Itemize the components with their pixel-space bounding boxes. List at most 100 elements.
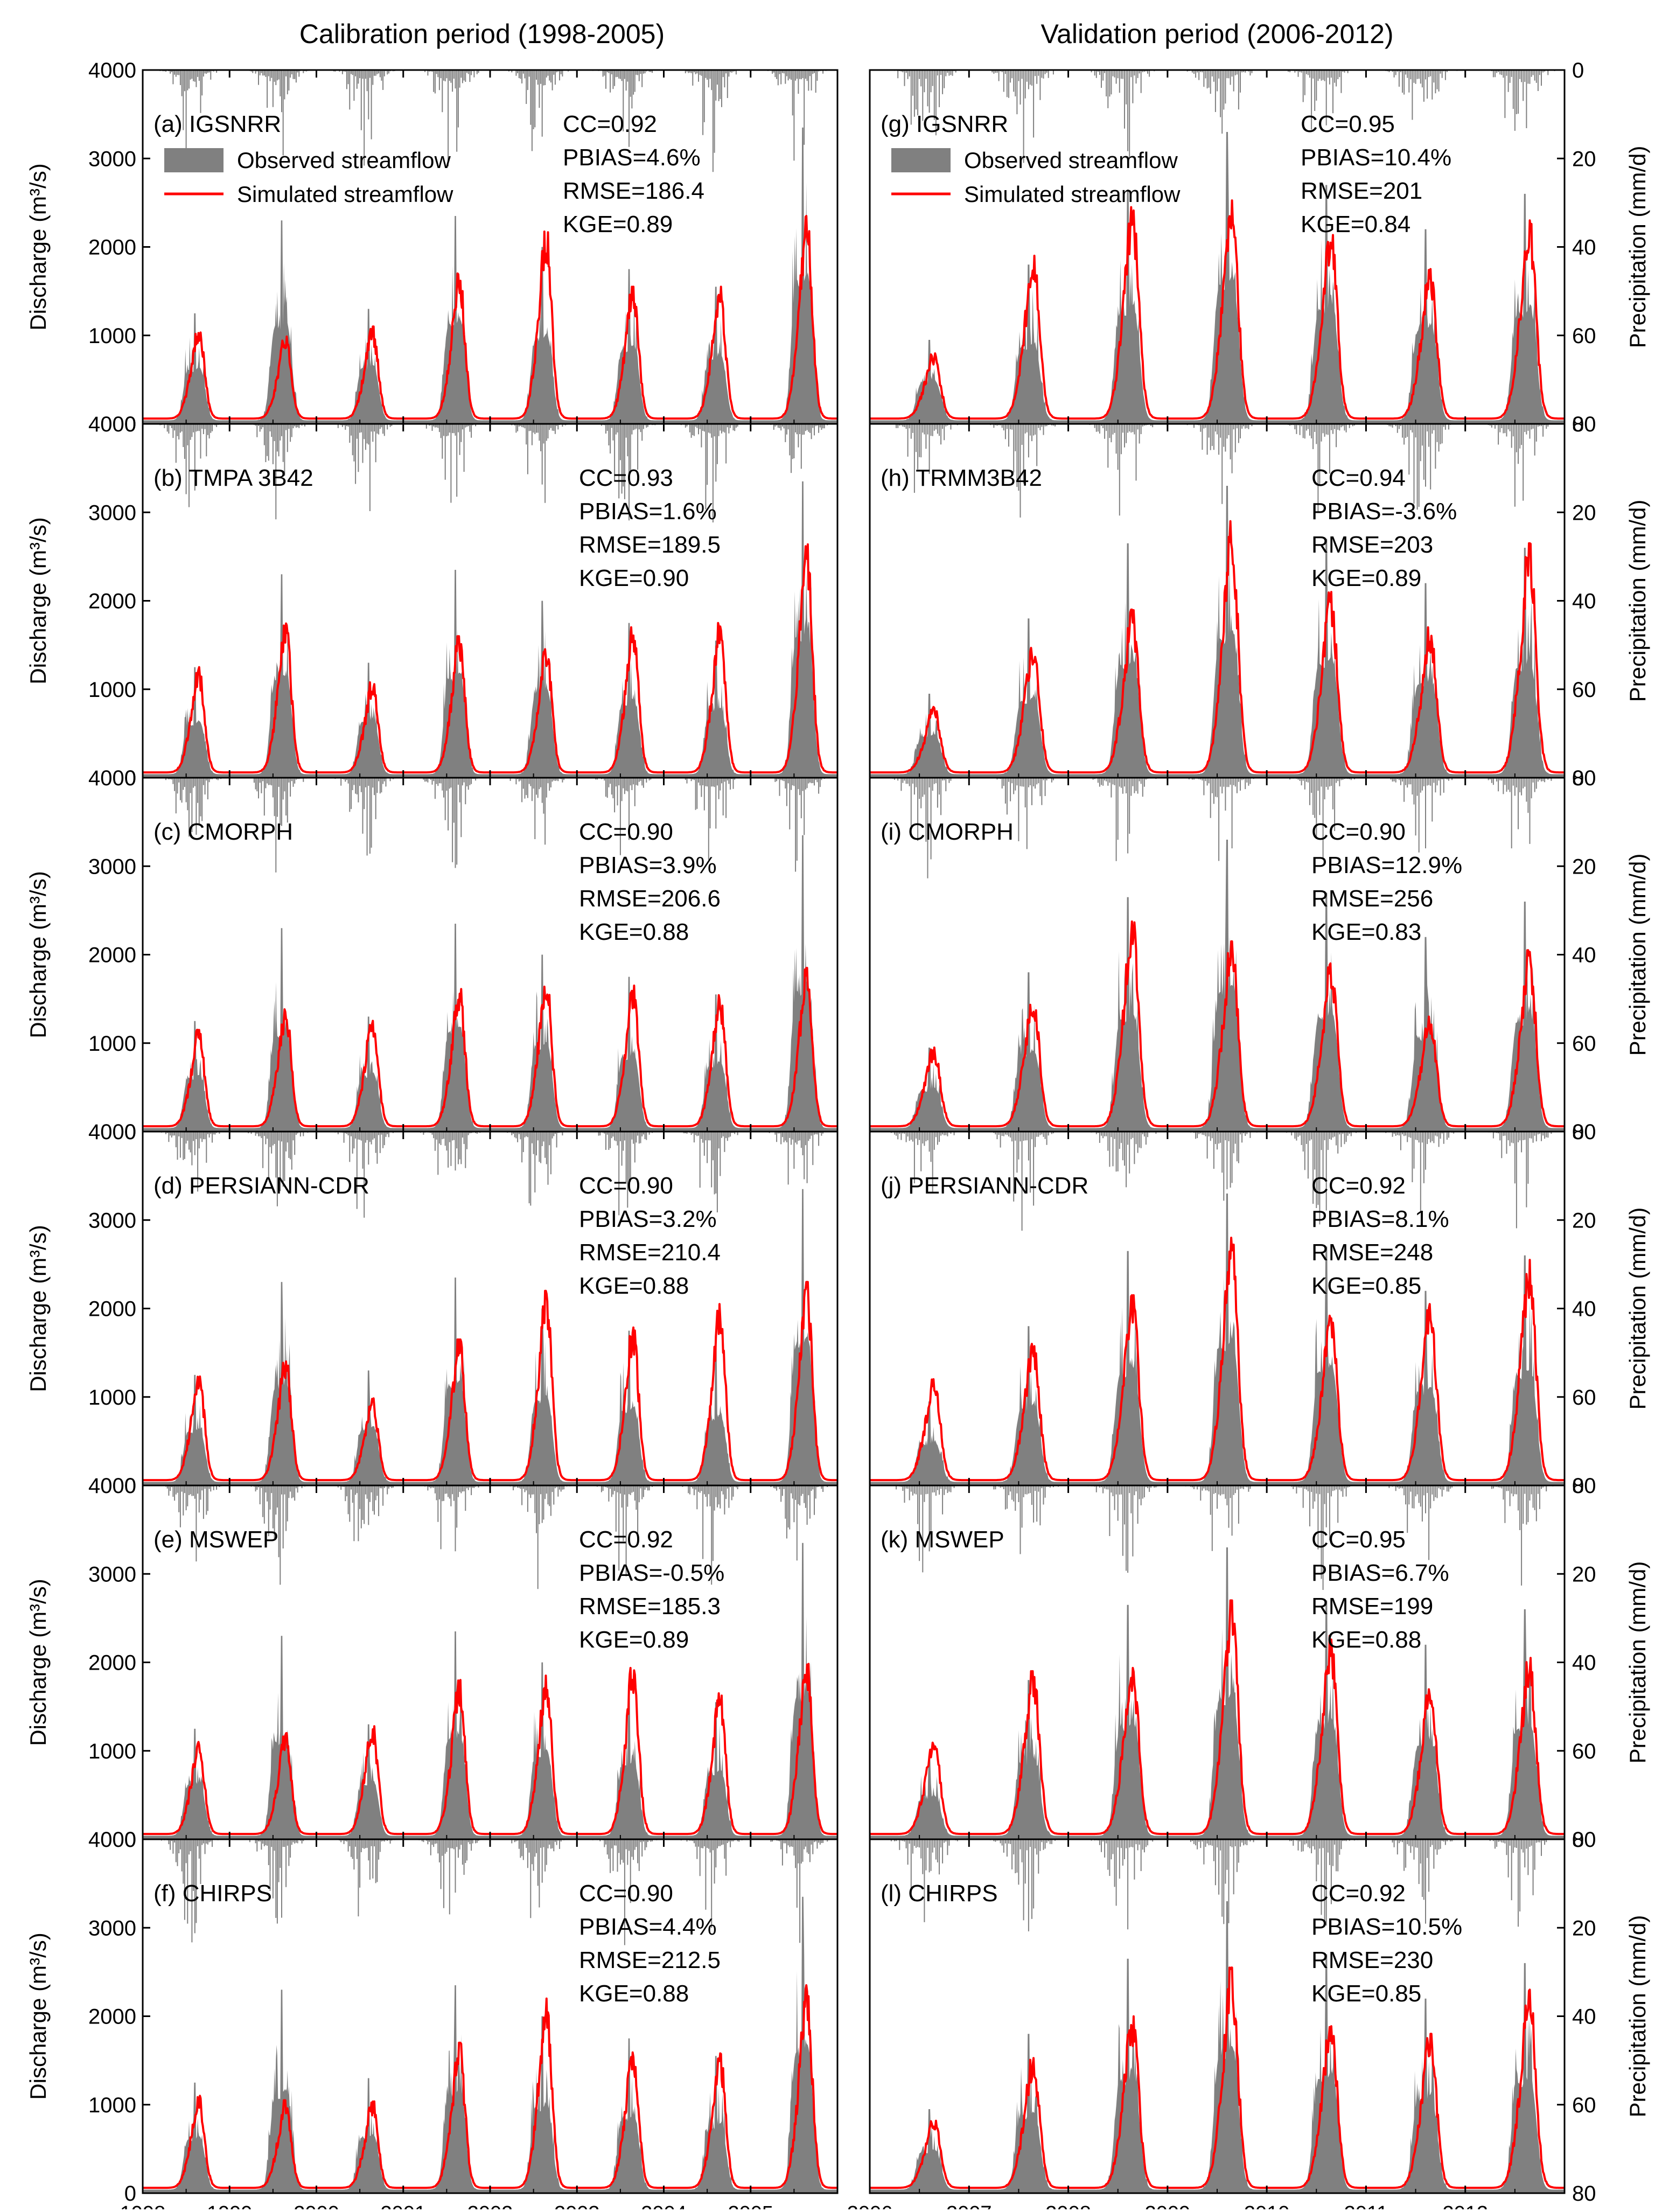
panel-label: (k) MSWEP (881, 1526, 1004, 1553)
statistic-1: PBIAS=-0.5% (579, 1560, 724, 1586)
year-label-1999: 1999 (207, 2202, 253, 2209)
year-label-2006: 2006 (847, 2202, 893, 2209)
observed-streamflow-area (143, 835, 837, 1132)
statistic-0: CC=0.92 (1311, 1880, 1406, 1907)
statistic-2: RMSE=230 (1311, 1947, 1433, 1973)
statistic-2: RMSE=201 (1301, 178, 1422, 204)
discharge-tick-label: 2000 (88, 2005, 136, 2029)
statistic-2: RMSE=186.4 (563, 178, 704, 204)
simulated-streamflow-line (869, 1237, 1565, 1482)
validation-title: Validation period (2006-2012) (1040, 19, 1393, 49)
legend-simulated-label: Simulated streamflow (964, 182, 1181, 207)
year-label-2001: 2001 (380, 2202, 426, 2209)
statistic-1: PBIAS=-3.6% (1311, 498, 1457, 525)
year-label-2007: 2007 (946, 2202, 992, 2209)
discharge-axis-label: Discharge (m³/s) (25, 871, 51, 1038)
observed-streamflow-area (143, 1896, 837, 2193)
panel-label: (j) PERSIANN-CDR (881, 1173, 1088, 1199)
statistic-2: RMSE=212.5 (579, 1947, 721, 1973)
precip-axis-label: Precipitation (mm/d) (1625, 1561, 1650, 1764)
panel-label: (e) MSWEP (153, 1526, 278, 1553)
precip-tick-label: 80 (1572, 1828, 1596, 1852)
statistic-1: PBIAS=10.5% (1311, 1914, 1462, 1940)
panel-l: 2006 2007 2008 2009 2010 2011 2012 0 20 40 60 80 Pre… (847, 1828, 1650, 2212)
precip-axis-label: Precipitation (mm/d) (1625, 500, 1650, 702)
statistic-0: CC=0.94 (1311, 465, 1406, 491)
precip-tick-label: 20 (1572, 1916, 1596, 1940)
precip-tick-label: 40 (1572, 236, 1596, 260)
precip-tick-label: 60 (1572, 1386, 1596, 1409)
discharge-tick-label: 1000 (88, 678, 136, 702)
panel-label: (i) CMORPH (881, 819, 1014, 845)
discharge-tick-label: 4000 (88, 413, 136, 436)
panel-label: (l) CHIRPS (881, 1880, 998, 1907)
precip-tick-label: 60 (1572, 1032, 1596, 1056)
panel-c: 0 1000 2000 3000 4000 Discharge (m³/s) (c) CMO… (25, 766, 839, 1144)
statistic-2: RMSE=210.4 (579, 1239, 721, 1266)
statistic-0: CC=0.90 (1311, 819, 1406, 845)
precip-axis-label: Precipitation (mm/d) (1625, 146, 1650, 348)
statistic-3: KGE=0.88 (579, 919, 689, 945)
discharge-tick-label: 1000 (88, 1386, 136, 1409)
precip-tick-label: 80 (1572, 1474, 1596, 1498)
discharge-tick-label: 4000 (88, 1828, 136, 1852)
discharge-tick-label: 0 (124, 1120, 136, 1144)
precip-tick-label: 0 (1572, 1120, 1584, 1144)
panel-a: 0 1000 2000 3000 4000 Discharge (m³/s) (a) IGS… (25, 59, 839, 436)
panel-label: (g) IGSNRR (881, 111, 1008, 137)
panel-e: 0 1000 2000 3000 4000 Discharge (m³/s) (e) MSW… (25, 1474, 839, 1852)
statistic-2: RMSE=206.6 (579, 885, 721, 912)
statistic-3: KGE=0.88 (1311, 1627, 1421, 1653)
legend-observed-label: Observed streamflow (964, 148, 1178, 173)
statistic-2: RMSE=248 (1311, 1239, 1433, 1266)
observed-streamflow-area (870, 486, 1565, 778)
precip-tick-label: 40 (1572, 590, 1596, 613)
statistic-1: PBIAS=10.4% (1301, 144, 1451, 171)
statistic-3: KGE=0.88 (579, 1273, 689, 1299)
statistic-0: CC=0.95 (1311, 1526, 1406, 1553)
statistic-3: KGE=0.90 (579, 565, 689, 591)
precip-axis-label: Precipitation (mm/d) (1625, 1208, 1650, 1410)
year-label-2005: 2005 (728, 2202, 773, 2209)
legend-observed-swatch (891, 148, 951, 172)
panel-f: 1998199920002001200220032004200501000200… (25, 1828, 839, 2212)
discharge-axis-label: Discharge (m³/s) (25, 163, 51, 330)
statistic-3: KGE=0.89 (1311, 565, 1421, 591)
panel-h: 0 20 40 60 80 Precipitation (mm/d) (h) TRMM3B4… (869, 413, 1650, 790)
discharge-tick-label: 3000 (88, 1916, 136, 1940)
discharge-axis-label: Discharge (m³/s) (25, 1225, 51, 1392)
precip-tick-label: 40 (1572, 1297, 1596, 1321)
calibration-title: Calibration period (1998-2005) (299, 19, 665, 49)
discharge-tick-label: 2000 (88, 590, 136, 613)
discharge-tick-label: 1000 (88, 1032, 136, 1056)
statistic-2: RMSE=199 (1311, 1593, 1433, 1620)
precip-tick-label: 0 (1572, 59, 1584, 82)
precipitation-bars (890, 1839, 1557, 1931)
panel-b: 0 1000 2000 3000 4000 Discharge (m³/s) (b) TMP… (25, 413, 839, 790)
year-label-2009: 2009 (1145, 2202, 1191, 2209)
discharge-axis-label: Discharge (m³/s) (25, 1579, 51, 1746)
discharge-tick-label: 1000 (88, 2094, 136, 2117)
legend-observed-swatch (164, 148, 224, 172)
precip-tick-label: 80 (1572, 413, 1596, 436)
precip-tick-label: 20 (1572, 1209, 1596, 1232)
precip-tick-label: 60 (1572, 2094, 1596, 2117)
panel-g: 0 20 40 60 80 Precipitation (mm/d) (g) IGSNRR C… (869, 59, 1650, 436)
discharge-tick-label: 0 (124, 766, 136, 790)
statistic-3: KGE=0.89 (563, 211, 673, 238)
precipitation-bars (896, 1485, 1554, 1590)
statistic-2: RMSE=185.3 (579, 1593, 721, 1620)
year-label-2002: 2002 (467, 2202, 513, 2209)
statistic-0: CC=0.92 (579, 1526, 673, 1553)
precip-tick-label: 80 (1572, 1120, 1596, 1144)
panel-label: (b) TMPA 3B42 (153, 465, 313, 491)
year-label-2004: 2004 (641, 2202, 687, 2209)
observed-streamflow-area (143, 1543, 837, 1839)
simulated-streamflow-line (869, 1599, 1565, 1836)
precip-axis-label: Precipitation (mm/d) (1625, 1915, 1650, 2118)
year-label-2011: 2011 (1344, 2202, 1388, 2209)
panel-label: (c) CMORPH (153, 819, 293, 845)
precip-tick-label: 80 (1572, 766, 1596, 790)
statistic-0: CC=0.90 (579, 1173, 673, 1199)
